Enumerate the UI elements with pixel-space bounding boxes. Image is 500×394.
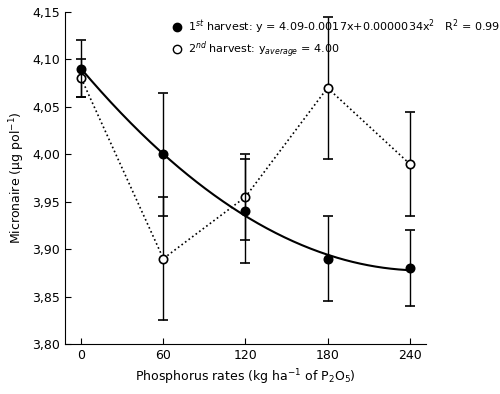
Legend: 1$^{st}$ harvest: y = 4.09-0.0017x+0.0000034x$^{2}$   R$^{2}$ = 0.99**, 2$^{nd}$: 1$^{st}$ harvest: y = 4.09-0.0017x+0.000…: [172, 17, 500, 60]
Y-axis label: Micronaire (μg pol$^{-1}$): Micronaire (μg pol$^{-1}$): [7, 112, 26, 244]
X-axis label: Phosphorus rates (kg ha$^{-1}$ of P$_{2}$O$_{5}$): Phosphorus rates (kg ha$^{-1}$ of P$_{2}…: [135, 368, 356, 387]
